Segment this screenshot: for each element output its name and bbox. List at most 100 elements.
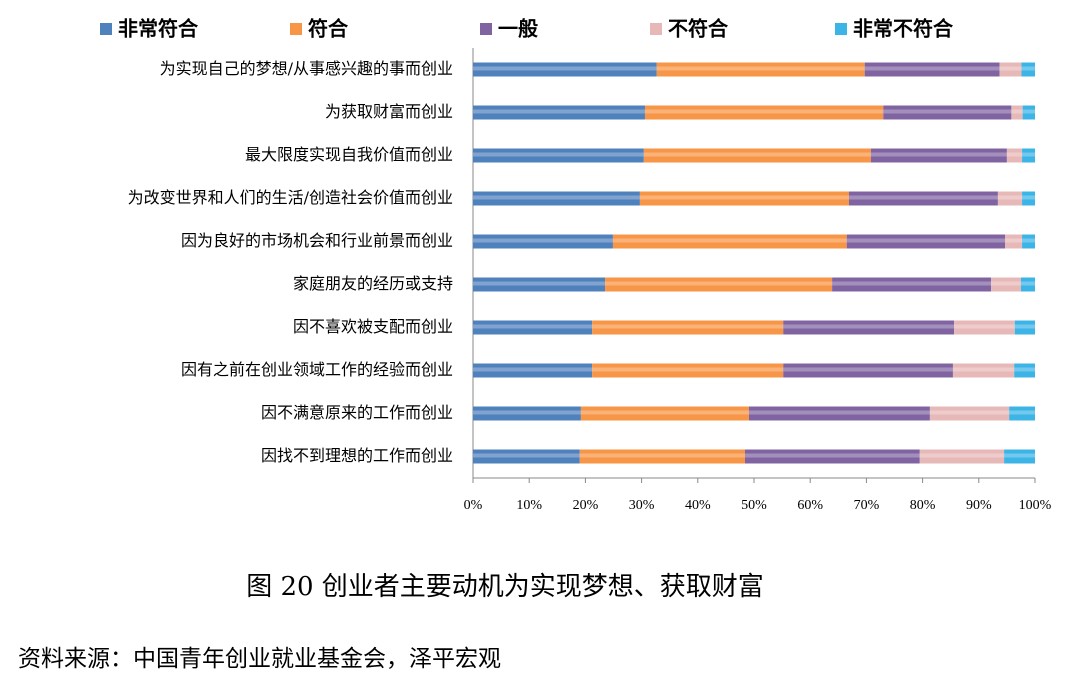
y-tick-label: 为获取财富而创业 bbox=[325, 102, 453, 121]
bar-segment bbox=[952, 363, 1015, 378]
bar-shine bbox=[644, 109, 884, 114]
bar-shine bbox=[612, 238, 847, 243]
bar-shine bbox=[579, 453, 746, 458]
legend-label: 非常不符合 bbox=[853, 17, 954, 41]
bar-segment bbox=[473, 406, 581, 421]
bar-shine bbox=[1022, 195, 1035, 200]
bar-segment bbox=[954, 320, 1015, 335]
x-tick-label: 20% bbox=[573, 498, 599, 513]
y-tick-label: 因找不到理想的工作而创业 bbox=[261, 446, 453, 465]
bar-segment bbox=[605, 277, 833, 292]
y-tick-label: 因不满意原来的工作而创业 bbox=[261, 403, 453, 422]
bar-segment bbox=[473, 449, 580, 464]
bar-segment bbox=[1014, 320, 1035, 335]
bar-shine bbox=[592, 324, 784, 329]
x-tick-label: 60% bbox=[797, 498, 823, 513]
bar-segment bbox=[832, 277, 992, 292]
bar-shine bbox=[783, 324, 955, 329]
bar-segment bbox=[929, 406, 1010, 421]
bar-shine bbox=[846, 238, 1006, 243]
bar-shine bbox=[473, 238, 613, 243]
bar-shine bbox=[473, 367, 593, 372]
bar-shine bbox=[1022, 109, 1035, 114]
bar-segment bbox=[883, 105, 1012, 120]
bar-segment bbox=[1005, 234, 1023, 249]
bar-shine bbox=[745, 453, 920, 458]
bar-segment bbox=[848, 191, 998, 206]
bar-shine bbox=[1004, 453, 1035, 458]
bar-segment bbox=[612, 234, 847, 249]
bar-segment bbox=[644, 105, 884, 120]
bar-segment bbox=[580, 406, 749, 421]
legend-label: 一般 bbox=[498, 17, 538, 41]
bar-segment bbox=[473, 62, 657, 77]
bar-segment bbox=[643, 148, 871, 163]
bar-segment bbox=[846, 234, 1006, 249]
bar-segment bbox=[870, 148, 1007, 163]
bar-shine bbox=[991, 281, 1021, 286]
legend-label: 符合 bbox=[308, 17, 349, 41]
x-tick-label: 80% bbox=[910, 498, 936, 513]
bar-shine bbox=[473, 410, 581, 415]
bar-shine bbox=[473, 152, 644, 157]
bar-segment bbox=[473, 148, 644, 163]
x-tick-label: 40% bbox=[685, 498, 711, 513]
bar-shine bbox=[1022, 152, 1035, 157]
bar-segment bbox=[1022, 191, 1035, 206]
y-tick-label: 为实现自己的梦想/从事感兴趣的事而创业 bbox=[160, 59, 453, 78]
bar-shine bbox=[883, 109, 1012, 114]
bar-shine bbox=[580, 410, 749, 415]
bar-shine bbox=[848, 195, 998, 200]
bar-segment bbox=[991, 277, 1021, 292]
legend-swatch bbox=[100, 23, 112, 35]
x-tick-label: 10% bbox=[516, 498, 542, 513]
x-tick-label: 0% bbox=[464, 498, 483, 513]
bar-shine bbox=[1011, 109, 1023, 114]
x-tick-label: 100% bbox=[1019, 498, 1052, 513]
bar-segment bbox=[1022, 105, 1035, 120]
bar-segment bbox=[639, 191, 849, 206]
legend-label: 非常符合 bbox=[118, 17, 199, 41]
bar-segment bbox=[656, 62, 865, 77]
bar-shine bbox=[929, 410, 1010, 415]
bar-shine bbox=[919, 453, 1005, 458]
bar-segment bbox=[1011, 105, 1023, 120]
bar-shine bbox=[473, 281, 606, 286]
chart-caption: 图 20 创业者主要动机为实现梦想、获取财富 bbox=[246, 572, 764, 602]
bar-segment bbox=[473, 191, 640, 206]
x-tick-label: 30% bbox=[629, 498, 655, 513]
y-tick-label: 因不喜欢被支配而创业 bbox=[293, 317, 453, 336]
bar-shine bbox=[656, 66, 865, 71]
bar-shine bbox=[473, 109, 645, 114]
bar-shine bbox=[592, 367, 784, 372]
bar-shine bbox=[954, 324, 1015, 329]
bar-shine bbox=[997, 195, 1023, 200]
bar-segment bbox=[473, 234, 613, 249]
bar-shine bbox=[1021, 66, 1035, 71]
x-tick-label: 90% bbox=[966, 498, 992, 513]
bar-segment bbox=[1021, 62, 1035, 77]
bar-segment bbox=[1022, 148, 1035, 163]
bar-shine bbox=[473, 195, 640, 200]
legend-swatch bbox=[290, 23, 302, 35]
bar-shine bbox=[473, 453, 580, 458]
legend-swatch bbox=[480, 23, 492, 35]
bar-shine bbox=[639, 195, 849, 200]
bar-segment bbox=[1004, 449, 1035, 464]
bar-segment bbox=[1006, 148, 1023, 163]
bar-segment bbox=[1014, 363, 1035, 378]
bar-shine bbox=[1009, 410, 1035, 415]
legend-swatch bbox=[835, 23, 847, 35]
x-tick-label: 70% bbox=[854, 498, 880, 513]
bar-shine bbox=[1020, 281, 1035, 286]
bar-shine bbox=[999, 66, 1022, 71]
y-tick-label: 最大限度实现自我价值而创业 bbox=[245, 145, 453, 164]
bar-segment bbox=[864, 62, 1000, 77]
bar-segment bbox=[473, 277, 606, 292]
bar-segment bbox=[473, 105, 645, 120]
bar-segment bbox=[745, 449, 920, 464]
bar-segment bbox=[579, 449, 746, 464]
bar-segment bbox=[473, 363, 593, 378]
source-note: 资料来源：中国青年创业就业基金会，泽平宏观 bbox=[18, 646, 501, 672]
